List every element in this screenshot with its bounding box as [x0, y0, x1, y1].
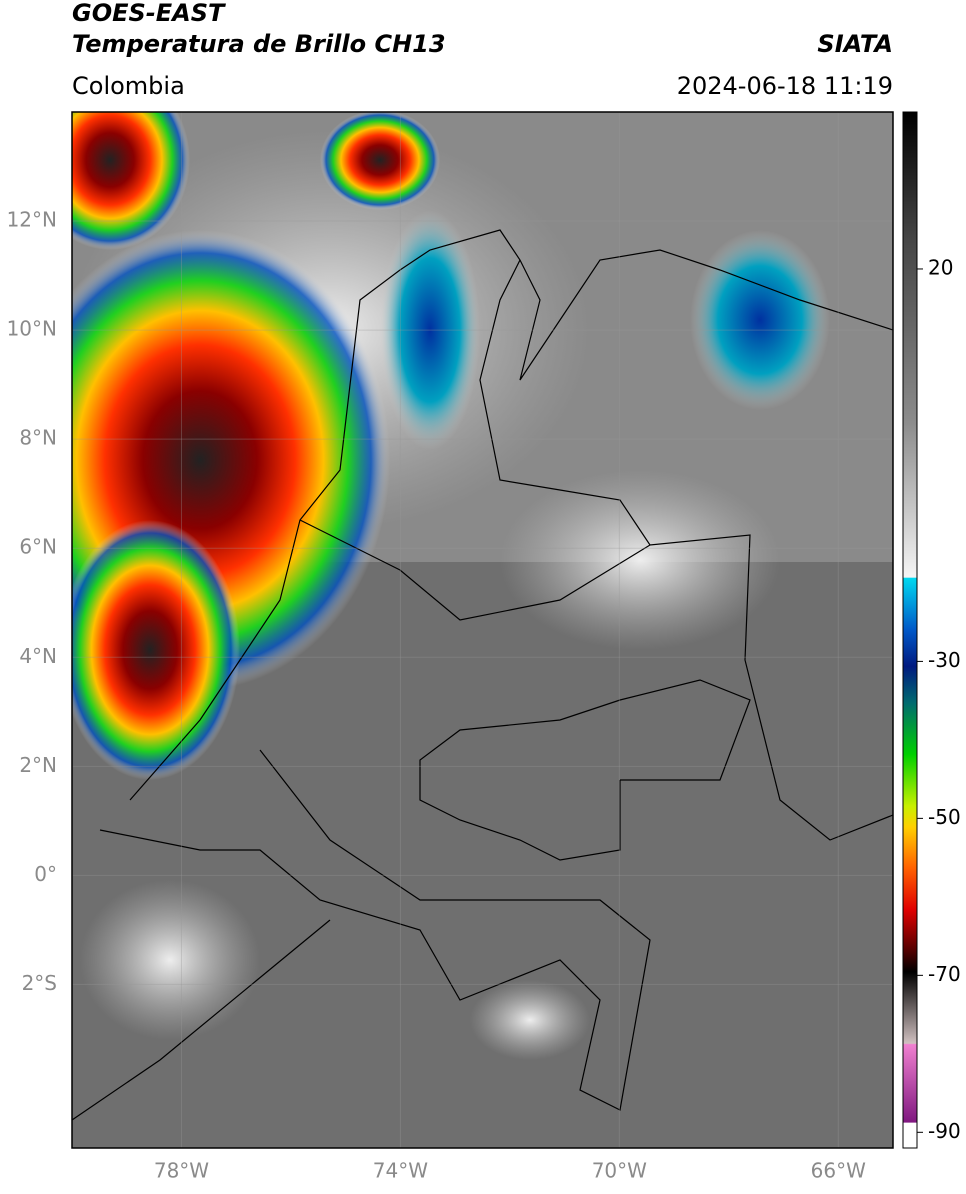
title: GOES-EAST — [72, 0, 226, 27]
colorbar-tick-label: -30 — [928, 648, 961, 672]
x-tick-label: 78°W — [154, 1159, 209, 1183]
y-tick-label: 2°N — [19, 753, 57, 777]
region: Colombia — [72, 72, 185, 100]
x-tick-label: 74°W — [373, 1159, 428, 1183]
colorbar-tick-label: -70 — [928, 962, 961, 986]
colorbar-tick-label: -50 — [928, 805, 961, 829]
colorbar-tick-label: 20 — [928, 255, 953, 279]
subtitle: Temperatura de Brillo CH13 — [72, 30, 446, 58]
x-tick-label: 66°W — [811, 1159, 866, 1183]
y-tick-label: 4°N — [19, 644, 57, 668]
y-tick-label: 2°S — [22, 971, 57, 995]
grid — [72, 112, 893, 1148]
source: SIATA — [817, 30, 893, 58]
y-tick-label: 10°N — [7, 317, 57, 341]
colorbar — [902, 111, 918, 1149]
y-tick-label: 12°N — [7, 208, 57, 232]
datetime: 2024-06-18 11:19 — [677, 72, 893, 100]
y-tick-label: 0° — [34, 862, 57, 886]
y-tick-label: 6°N — [19, 535, 57, 559]
x-tick-label: 70°W — [592, 1159, 647, 1183]
colorbar-tick-label: -90 — [928, 1119, 961, 1143]
map-frame — [71, 111, 894, 1149]
satellite-image — [72, 112, 893, 1148]
y-tick-label: 8°N — [19, 426, 57, 450]
